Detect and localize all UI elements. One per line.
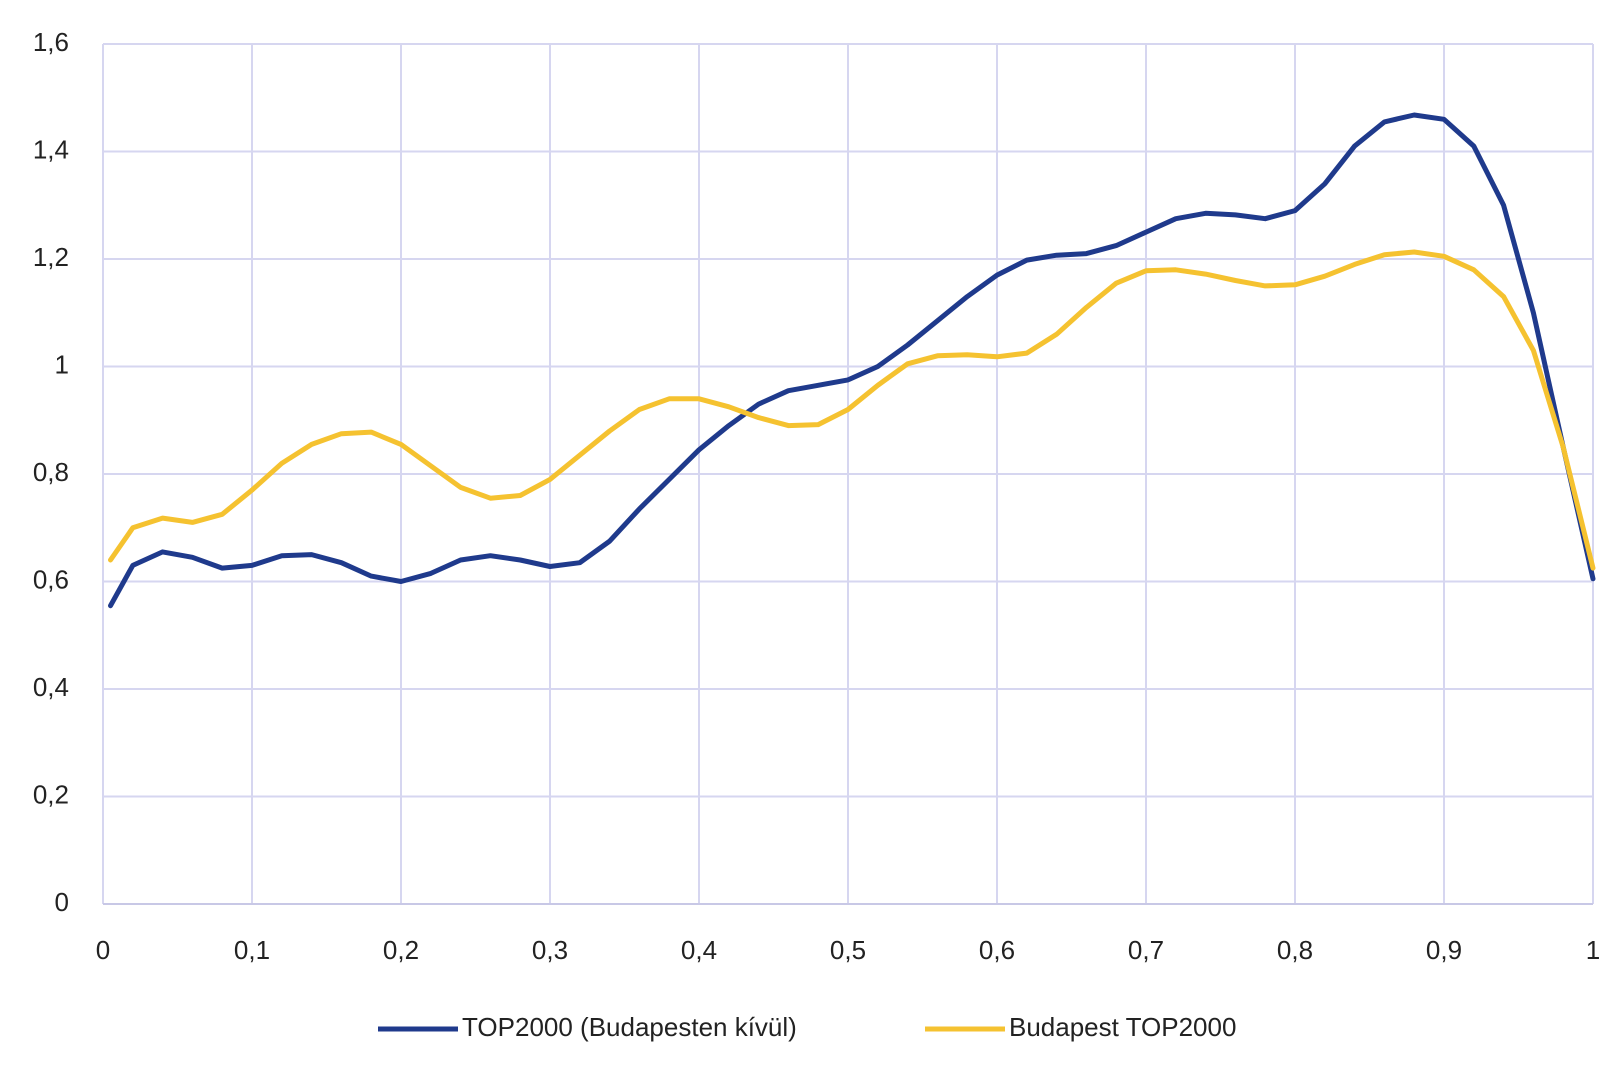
y-tick-label: 0,4	[33, 672, 69, 702]
x-tick-label: 0,7	[1128, 935, 1164, 965]
x-tick-label: 0,4	[681, 935, 717, 965]
x-tick-label: 0,5	[830, 935, 866, 965]
x-tick-label: 0,3	[532, 935, 568, 965]
x-tick-label: 0	[96, 935, 110, 965]
y-tick-label: 1,6	[33, 27, 69, 57]
x-tick-label: 0,2	[383, 935, 419, 965]
y-tick-label: 0,2	[33, 779, 69, 809]
y-tick-label: 0,6	[33, 564, 69, 594]
line-series	[108, 249, 1596, 571]
y-tick-label: 1	[55, 349, 69, 379]
x-tick-label: 0,8	[1277, 935, 1313, 965]
y-tick-label: 1,4	[33, 134, 69, 164]
x-tick-label: 0,1	[234, 935, 270, 965]
y-tick-label: 0,8	[33, 457, 69, 487]
x-tick-label: 0,9	[1426, 935, 1462, 965]
y-tick-label: 1,2	[33, 242, 69, 272]
y-tick-label: 0	[55, 887, 69, 917]
x-tick-label: 1	[1586, 935, 1600, 965]
legend-label: Budapest TOP2000	[1009, 1012, 1236, 1042]
legend-label: TOP2000 (Budapesten kívül)	[462, 1012, 797, 1042]
x-tick-label: 0,6	[979, 935, 1015, 965]
line-series	[108, 112, 1596, 609]
